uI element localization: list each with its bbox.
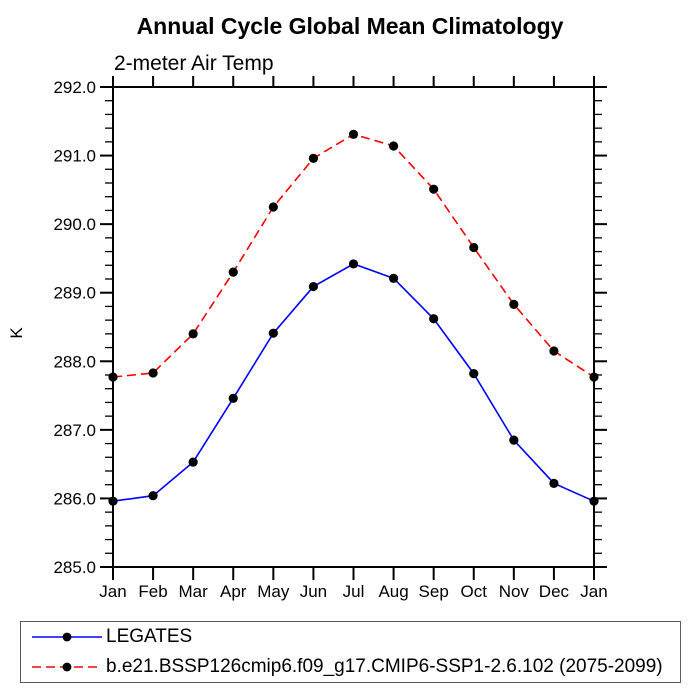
legend-label-1: b.e21.BSSP126cmip6.f09_g17.CMIP6-SSP1-2.… [106, 656, 663, 677]
x-tick-label: Aug [378, 582, 408, 601]
x-tick-label: Sep [419, 582, 449, 601]
data-point-marker [469, 242, 479, 253]
data-point-marker [388, 141, 399, 151]
x-tick-label: Dec [539, 582, 570, 601]
data-point-marker [509, 299, 519, 309]
y-tick-label: 290.0 [53, 215, 96, 234]
data-point-marker [268, 202, 278, 212]
data-point-marker [429, 314, 439, 324]
data-point-marker [108, 496, 118, 506]
data-point-marker [108, 372, 118, 382]
x-tick-label: Jan [580, 582, 607, 601]
data-point-marker [228, 393, 238, 403]
data-point-marker [348, 129, 359, 139]
data-point-marker [469, 369, 479, 379]
y-tick-label: 285.0 [53, 558, 96, 577]
x-tick-label: Apr [220, 582, 247, 601]
data-point-marker [308, 153, 319, 163]
legend-item-1: b.e21.BSSP126cmip6.f09_g17.CMIP6-SSP1-2.… [21, 652, 680, 682]
y-tick-label: 292.0 [53, 78, 96, 97]
legend-item-0: LEGATES [21, 622, 680, 652]
data-point-marker [549, 478, 559, 488]
data-point-marker [268, 328, 278, 338]
series-line-0 [112, 263, 595, 502]
y-tick-label: 287.0 [53, 421, 96, 440]
x-tick-label: Jul [343, 582, 365, 601]
legend-line-sample-1 [32, 662, 102, 672]
data-point-marker [348, 259, 359, 269]
x-tick-label: Mar [179, 582, 209, 601]
legend-sample-marker [62, 632, 72, 642]
y-tick-label: 288.0 [53, 352, 96, 371]
y-tick-label: 291.0 [53, 147, 96, 166]
y-tick-label: 286.0 [53, 489, 96, 508]
data-point-marker [308, 281, 319, 292]
data-point-marker [589, 496, 599, 506]
legend-box: LEGATES b.e21.BSSP126cmip6.f09_g17.CMIP6-… [20, 621, 681, 683]
data-point-marker [549, 346, 559, 356]
series-line-1 [112, 133, 595, 378]
data-point-marker [188, 329, 198, 339]
data-point-marker [509, 435, 519, 445]
x-tick-label: May [257, 582, 290, 601]
data-point-marker [429, 184, 439, 194]
chart-subtitle: 2-meter Air Temp [114, 52, 274, 75]
x-tick-label: Jan [99, 582, 126, 601]
legend-sample-marker [62, 662, 72, 672]
y-axis-title: K [7, 327, 26, 339]
data-point-marker [388, 273, 399, 283]
x-tick-label: Nov [499, 582, 530, 601]
data-point-marker [228, 267, 238, 277]
legend-line-sample-0 [32, 632, 102, 642]
data-point-marker [148, 368, 158, 378]
legend-label-0: LEGATES [106, 626, 193, 647]
chart-title: Annual Cycle Global Mean Climatology [136, 13, 564, 39]
data-point-marker [188, 457, 198, 467]
x-tick-label: Feb [138, 582, 167, 601]
x-tick-label: Jun [300, 582, 327, 601]
data-point-marker [148, 491, 158, 501]
data-point-marker [589, 372, 599, 382]
x-tick-label: Oct [461, 582, 488, 601]
y-tick-label: 289.0 [53, 284, 96, 303]
plot-canvas: 292.0 291.0 290.0 289.0 288.0 287.0 286.0 285.0… [7, 76, 608, 601]
plot-frame [112, 86, 595, 568]
